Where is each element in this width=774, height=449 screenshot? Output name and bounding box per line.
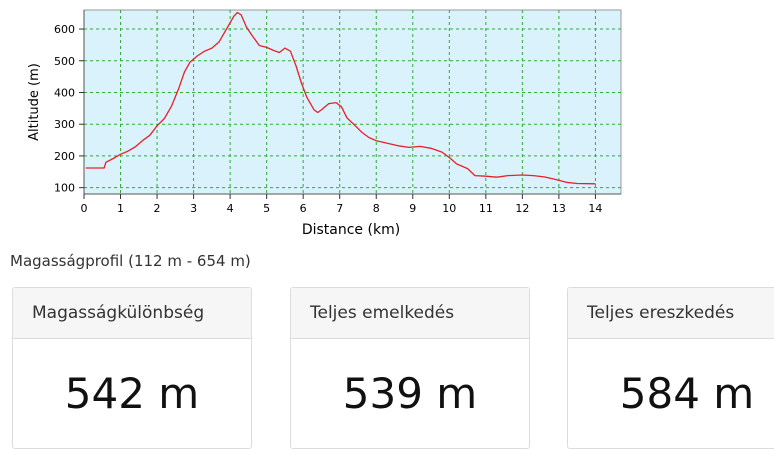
stat-value: 539 m (342, 369, 478, 418)
stat-label: Magasságkülönbség (13, 288, 251, 339)
stat-label: Teljes emelkedés (291, 288, 529, 339)
x-tick-label: 8 (373, 202, 380, 215)
x-tick-label: 13 (552, 202, 566, 215)
x-tick-label: 0 (81, 202, 88, 215)
x-tick-label: 4 (227, 202, 234, 215)
x-axis-label: Distance (km) (302, 222, 400, 238)
x-tick-label: 12 (515, 202, 529, 215)
stat-card-elevation-difference: Magasságkülönbség 542 m (12, 287, 252, 449)
y-tick-label: 200 (54, 150, 75, 163)
y-axis-label: Altitude (m) (27, 63, 42, 141)
elevation-profile-caption: Magasságprofil (112 m - 654 m) (10, 252, 251, 270)
x-tick-label: 11 (479, 202, 493, 215)
x-tick-label: 6 (300, 202, 307, 215)
y-tick-label: 600 (54, 23, 75, 36)
y-tick-label: 500 (54, 55, 75, 68)
stat-value: 584 m (619, 369, 755, 418)
stat-label: Teljes ereszkedés (568, 288, 774, 339)
plot-area (83, 9, 622, 195)
x-tick-label: 7 (336, 202, 343, 215)
y-tick-label: 100 (54, 182, 75, 195)
x-tick-label: 9 (409, 202, 416, 215)
x-tick-label: 1 (117, 202, 124, 215)
stat-card-total-descent: Teljes ereszkedés 584 m (567, 287, 774, 449)
stat-card-total-ascent: Teljes emelkedés 539 m (290, 287, 530, 449)
stat-value: 542 m (64, 369, 200, 418)
y-tick-label: 400 (54, 86, 75, 99)
x-tick-label: 3 (190, 202, 197, 215)
altitude-line (85, 11, 596, 185)
x-tick-label: 10 (442, 202, 456, 215)
x-tick-label: 5 (263, 202, 270, 215)
x-tick-label: 2 (154, 202, 161, 215)
x-tick-label: 14 (588, 202, 602, 215)
y-tick-label: 300 (54, 118, 75, 131)
